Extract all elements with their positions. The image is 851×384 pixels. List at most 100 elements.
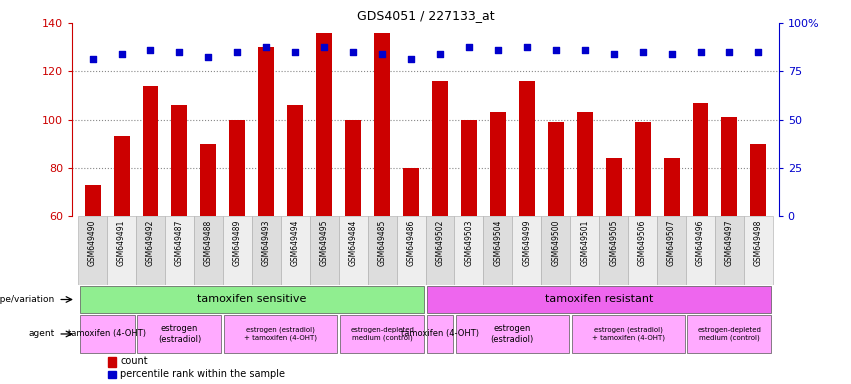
Bar	[78, 216, 107, 285]
Bar	[225, 315, 337, 353]
Bar	[577, 112, 592, 216]
Bar	[715, 216, 744, 285]
Text: estrogen (estradiol)
+ tamoxifen (4-OHT): estrogen (estradiol) + tamoxifen (4-OHT)	[591, 327, 665, 341]
Text: GSM649500: GSM649500	[551, 220, 560, 266]
Text: GSM649497: GSM649497	[725, 220, 734, 266]
Text: agent: agent	[28, 329, 54, 338]
Text: tamoxifen resistant: tamoxifen resistant	[545, 295, 654, 305]
Text: count: count	[120, 356, 148, 366]
Bar	[397, 216, 426, 285]
Text: GSM649487: GSM649487	[175, 220, 184, 266]
Bar	[107, 216, 136, 285]
Bar	[454, 216, 483, 285]
Bar	[223, 216, 252, 285]
Text: GSM649502: GSM649502	[436, 220, 444, 266]
Bar	[172, 105, 187, 216]
Text: tamoxifen (4-OHT): tamoxifen (4-OHT)	[68, 329, 146, 338]
Bar	[572, 315, 684, 353]
Point	[144, 46, 157, 53]
Bar	[288, 105, 303, 216]
Point	[231, 49, 244, 55]
Point	[86, 56, 100, 62]
Bar	[461, 119, 477, 216]
Bar	[138, 315, 221, 353]
Text: GSM649495: GSM649495	[320, 220, 328, 266]
Bar	[693, 103, 709, 216]
Bar	[427, 286, 771, 313]
Point	[520, 44, 534, 50]
Point	[751, 49, 765, 55]
Bar	[427, 315, 453, 353]
Bar	[230, 119, 245, 216]
Text: GSM649507: GSM649507	[667, 220, 676, 266]
Bar	[80, 286, 424, 313]
Text: tamoxifen (4-OHT): tamoxifen (4-OHT)	[401, 329, 479, 338]
Bar	[664, 158, 679, 216]
Point	[260, 44, 273, 50]
Bar	[194, 216, 223, 285]
Text: GSM649492: GSM649492	[146, 220, 155, 266]
Bar	[688, 315, 771, 353]
Bar	[744, 216, 773, 285]
Bar	[751, 144, 767, 216]
Text: genotype/variation: genotype/variation	[0, 295, 54, 304]
Bar	[136, 216, 165, 285]
Bar	[432, 81, 448, 216]
Point	[636, 49, 649, 55]
Bar	[252, 216, 281, 285]
Bar	[483, 216, 512, 285]
Point	[578, 46, 591, 53]
Text: GSM649499: GSM649499	[523, 220, 531, 266]
Bar	[456, 315, 568, 353]
Text: estrogen-depleted
medium (control): estrogen-depleted medium (control)	[698, 327, 762, 341]
Bar	[403, 168, 419, 216]
Text: GSM649494: GSM649494	[291, 220, 300, 266]
Bar	[107, 357, 116, 367]
Bar	[686, 216, 715, 285]
Title: GDS4051 / 227133_at: GDS4051 / 227133_at	[357, 9, 494, 22]
Text: GSM649489: GSM649489	[233, 220, 242, 266]
Text: GSM649484: GSM649484	[349, 220, 357, 266]
Bar	[113, 136, 129, 216]
Bar	[570, 216, 599, 285]
Bar	[317, 33, 332, 216]
Point	[491, 46, 505, 53]
Text: GSM649490: GSM649490	[89, 220, 97, 266]
Point	[202, 54, 215, 60]
Point	[173, 49, 186, 55]
Point	[317, 44, 331, 50]
Text: GSM649485: GSM649485	[378, 220, 386, 266]
Bar	[599, 216, 628, 285]
Bar	[340, 315, 424, 353]
Text: GSM649496: GSM649496	[696, 220, 705, 266]
Point	[346, 49, 360, 55]
Bar	[606, 158, 621, 216]
Bar	[490, 112, 505, 216]
Point	[549, 46, 563, 53]
Bar	[426, 216, 454, 285]
Point	[375, 51, 389, 58]
Text: GSM649498: GSM649498	[754, 220, 762, 266]
Point	[607, 51, 620, 58]
Text: estrogen-depleted
medium (control): estrogen-depleted medium (control)	[350, 327, 414, 341]
Bar	[635, 122, 650, 216]
Bar	[548, 122, 563, 216]
Bar	[657, 216, 686, 285]
Point	[665, 51, 678, 58]
Bar	[346, 119, 361, 216]
Text: GSM649501: GSM649501	[580, 220, 589, 266]
Bar	[374, 33, 390, 216]
Text: percentile rank within the sample: percentile rank within the sample	[120, 369, 285, 379]
Bar	[512, 216, 541, 285]
Point	[433, 51, 447, 58]
Point	[722, 49, 736, 55]
Bar	[80, 315, 134, 353]
Bar	[310, 216, 339, 285]
Text: GSM649491: GSM649491	[117, 220, 126, 266]
Text: GSM649486: GSM649486	[407, 220, 415, 266]
Bar	[541, 216, 570, 285]
Point	[462, 44, 476, 50]
Bar	[165, 216, 194, 285]
Bar	[722, 117, 738, 216]
Text: GSM649506: GSM649506	[638, 220, 647, 266]
